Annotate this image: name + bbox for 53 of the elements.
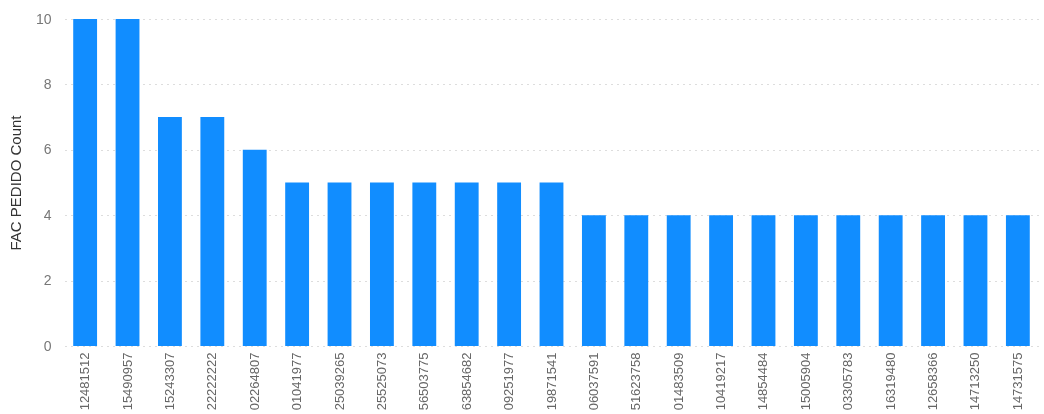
y-tick-label: 2 — [43, 272, 52, 289]
x-tick-label: 14731575 — [1009, 352, 1025, 411]
x-tick-label: 16319480 — [882, 352, 898, 411]
x-tick-label: 51623758 — [628, 352, 644, 411]
y-tick-label: 6 — [43, 141, 52, 158]
x-tick-label: 63854682 — [458, 352, 474, 411]
bar — [200, 117, 225, 346]
x-tick-label: 12481512 — [77, 352, 93, 411]
x-tick-label: 06037591 — [585, 352, 601, 411]
bar — [581, 215, 606, 346]
y-tick-label: 10 — [35, 10, 52, 27]
bar — [751, 215, 776, 346]
bar — [369, 182, 394, 346]
x-tick-label: 15005904 — [797, 352, 813, 411]
x-tick-label: 25039265 — [331, 352, 347, 411]
x-tick-label: 25525073 — [373, 352, 389, 411]
x-tick-label: 01041977 — [289, 352, 305, 411]
x-tick-label: 03305783 — [840, 352, 856, 411]
y-axis-title: FAC PEDIDO Count — [6, 114, 24, 251]
x-tick-label: 12658366 — [925, 352, 941, 411]
bar — [836, 215, 861, 346]
bar — [285, 182, 310, 346]
bar — [73, 19, 98, 346]
x-tick-label: 01483509 — [670, 352, 686, 411]
y-tick-label: 0 — [43, 337, 52, 354]
x-tick-label: 15490957 — [119, 352, 135, 411]
bar — [497, 182, 522, 346]
bar — [412, 182, 437, 346]
bar — [327, 182, 352, 346]
x-tick-label: 19871541 — [543, 352, 559, 411]
x-tick-label: 10419217 — [713, 352, 729, 411]
bar — [963, 215, 988, 346]
bar — [709, 215, 734, 346]
x-tick-label: 02264807 — [246, 352, 262, 411]
bar — [115, 19, 140, 346]
bar — [624, 215, 649, 346]
bar — [454, 182, 479, 346]
bar — [878, 215, 903, 346]
x-tick-label: 56503775 — [416, 352, 432, 411]
x-tick-label: 15243307 — [161, 352, 177, 411]
bar — [242, 149, 267, 346]
y-tick-label: 8 — [43, 75, 52, 92]
bar — [158, 117, 182, 346]
x-tick-label: 14713250 — [967, 352, 983, 411]
bar — [666, 215, 691, 346]
y-tick-label: 4 — [43, 206, 52, 223]
x-tick-label: 22222222 — [204, 352, 220, 411]
x-tick-label: 09251977 — [501, 352, 517, 411]
x-tick-label: 14854484 — [755, 352, 771, 411]
bar — [921, 215, 945, 346]
bar — [1005, 215, 1030, 346]
bar — [793, 215, 818, 346]
bar — [539, 182, 564, 346]
